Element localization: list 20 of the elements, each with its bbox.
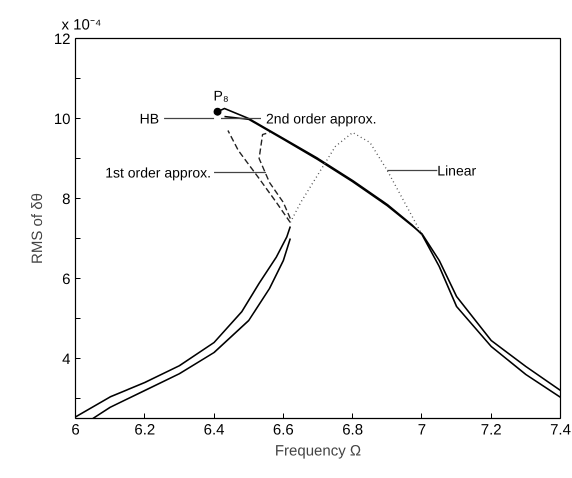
annotation: HB — [140, 110, 160, 126]
y-tick-label: 8 — [62, 191, 70, 208]
y-tick-label: 10 — [54, 111, 71, 128]
x-tick-label: 6.4 — [204, 422, 225, 438]
x-tick-label: 6.8 — [342, 422, 364, 438]
x-axis-title: Frequency Ω — [274, 442, 362, 460]
y-tick-label: 6 — [62, 271, 70, 288]
y-tick-label: 12 — [54, 31, 71, 48]
x-tick-label: 6.6 — [272, 422, 294, 438]
y-axis-title: RMS of δθ — [28, 193, 46, 264]
x-tick-label: 6.2 — [134, 422, 156, 438]
annotation: P₈ — [214, 88, 229, 104]
x-tick-label: 7 — [418, 422, 426, 438]
annotation: 2nd order approx. — [266, 110, 377, 126]
text: x 10⁻⁴ — [62, 16, 102, 34]
y-tick-label: 4 — [62, 351, 70, 368]
annotation: 1st order approx. — [105, 164, 212, 180]
annotation: Linear — [437, 162, 477, 178]
x-tick-label: 7.4 — [550, 422, 571, 438]
x-tick-label: 7.2 — [480, 422, 502, 438]
